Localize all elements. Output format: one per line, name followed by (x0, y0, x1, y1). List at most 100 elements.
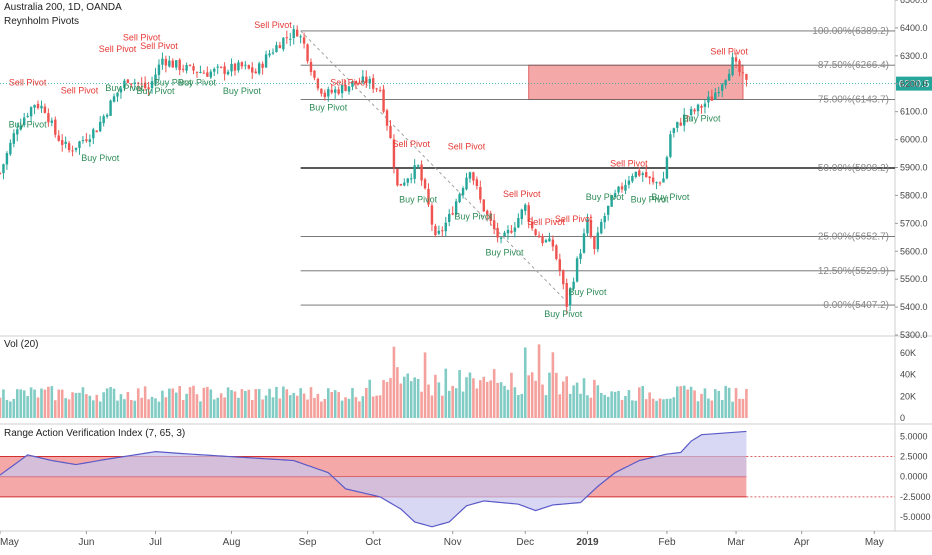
candle-body (710, 96, 714, 101)
volume-bar (309, 387, 313, 418)
buy-pivot-label: Buy Pivot (309, 103, 348, 113)
buy-pivot-label: Buy Pivot (454, 211, 493, 221)
volume-bar (288, 395, 292, 418)
price-tick-label: 5900.0 (900, 163, 928, 173)
sell-pivot-label: Sell Pivot (527, 217, 565, 227)
time-tick-label: Jul (149, 537, 162, 548)
volume-bar (168, 388, 171, 418)
candle-body (648, 176, 651, 179)
volume-bar (517, 395, 520, 418)
volume-bar (9, 401, 12, 418)
candle-body (486, 210, 489, 215)
volume-bar (22, 390, 26, 418)
volume-bar (482, 376, 486, 418)
volume-bar (130, 399, 133, 418)
volume-bar (385, 381, 389, 418)
volume-bar (60, 389, 64, 418)
candle-body (371, 78, 375, 89)
candle-body (741, 72, 745, 74)
candle-body (603, 216, 606, 223)
candle-body (503, 232, 506, 237)
volume-bar (496, 382, 499, 418)
volume-bar (226, 387, 230, 418)
sell-pivot-label: Sell Pivot (9, 77, 47, 87)
candle-body (658, 182, 662, 184)
volume-bar (185, 393, 188, 418)
candle-body (302, 37, 306, 44)
candle-body (268, 53, 271, 56)
candle-body (672, 128, 676, 134)
volume-bar (479, 380, 482, 418)
volume-bar (537, 344, 541, 418)
volume-bar (95, 394, 99, 418)
volume-bar (199, 401, 202, 418)
candle-body (54, 119, 57, 135)
sell-pivot-label: Sell Pivot (123, 33, 161, 43)
candle-body (2, 164, 5, 174)
candle-body (389, 126, 392, 139)
volume-bar (551, 352, 555, 418)
candle-body (479, 187, 482, 200)
sell-pivot-label: Sell Pivot (448, 142, 486, 152)
candle-body (520, 209, 524, 220)
volume-bar (447, 390, 451, 418)
sell-pivot-label: Sell Pivot (140, 41, 178, 51)
volume-bar (57, 389, 61, 418)
oscillator-layer (0, 430, 895, 528)
volume-bar (119, 394, 123, 418)
volume-bar (510, 372, 513, 418)
candle-body (489, 213, 492, 221)
candle-body (472, 172, 475, 181)
candle-body (175, 60, 178, 68)
price-tick-label: 6100.0 (900, 107, 928, 117)
sell-pivot-label: Sell Pivot (330, 77, 368, 87)
candle-body (199, 71, 202, 73)
volume-bar (582, 378, 586, 418)
candle-body (289, 38, 292, 40)
volume-bar (613, 391, 617, 418)
candle-body (351, 81, 354, 87)
volume-bar (606, 396, 610, 418)
volume-bar (389, 378, 392, 418)
volume-bar (714, 389, 717, 418)
sell-pivot-label: Sell Pivot (392, 139, 430, 149)
candle-body (164, 58, 168, 66)
volume-bar (195, 394, 199, 418)
osc-tick-label: 0.0000 (900, 472, 928, 482)
volume-bar (250, 399, 254, 418)
volume-bar (558, 394, 562, 418)
volume-tick-label: 0 (900, 413, 905, 423)
price-tick-label: 6300.0 (900, 51, 928, 61)
volume-bar (603, 394, 607, 418)
candle-body (43, 106, 47, 113)
price-tick-label: 6200.0 (900, 79, 928, 89)
volume-bar (43, 389, 47, 418)
candle-body (551, 239, 555, 247)
candle-body (19, 125, 22, 130)
candle-body (582, 233, 586, 253)
volume-bar (634, 400, 638, 418)
volume-bar (216, 397, 219, 418)
volume-bar (33, 389, 36, 418)
candle-body (707, 96, 710, 103)
volume-bar (299, 388, 302, 418)
candle-body (686, 115, 689, 117)
volume-bar (420, 391, 423, 418)
candle-body (385, 110, 389, 126)
candle-body (437, 230, 441, 234)
candle-body (285, 37, 289, 39)
candle-body (454, 201, 458, 215)
candle-body (12, 133, 16, 144)
volume-bar (693, 390, 696, 418)
sell-pivot-label: Sell Pivot (503, 189, 541, 199)
candle-body (213, 68, 216, 72)
candle-body (586, 219, 589, 234)
volume-bar (320, 401, 323, 418)
volume-bar (88, 395, 92, 418)
candle-body (465, 177, 468, 190)
candle-body (451, 213, 454, 215)
candle-body (416, 165, 420, 167)
volume-bar (561, 381, 565, 418)
